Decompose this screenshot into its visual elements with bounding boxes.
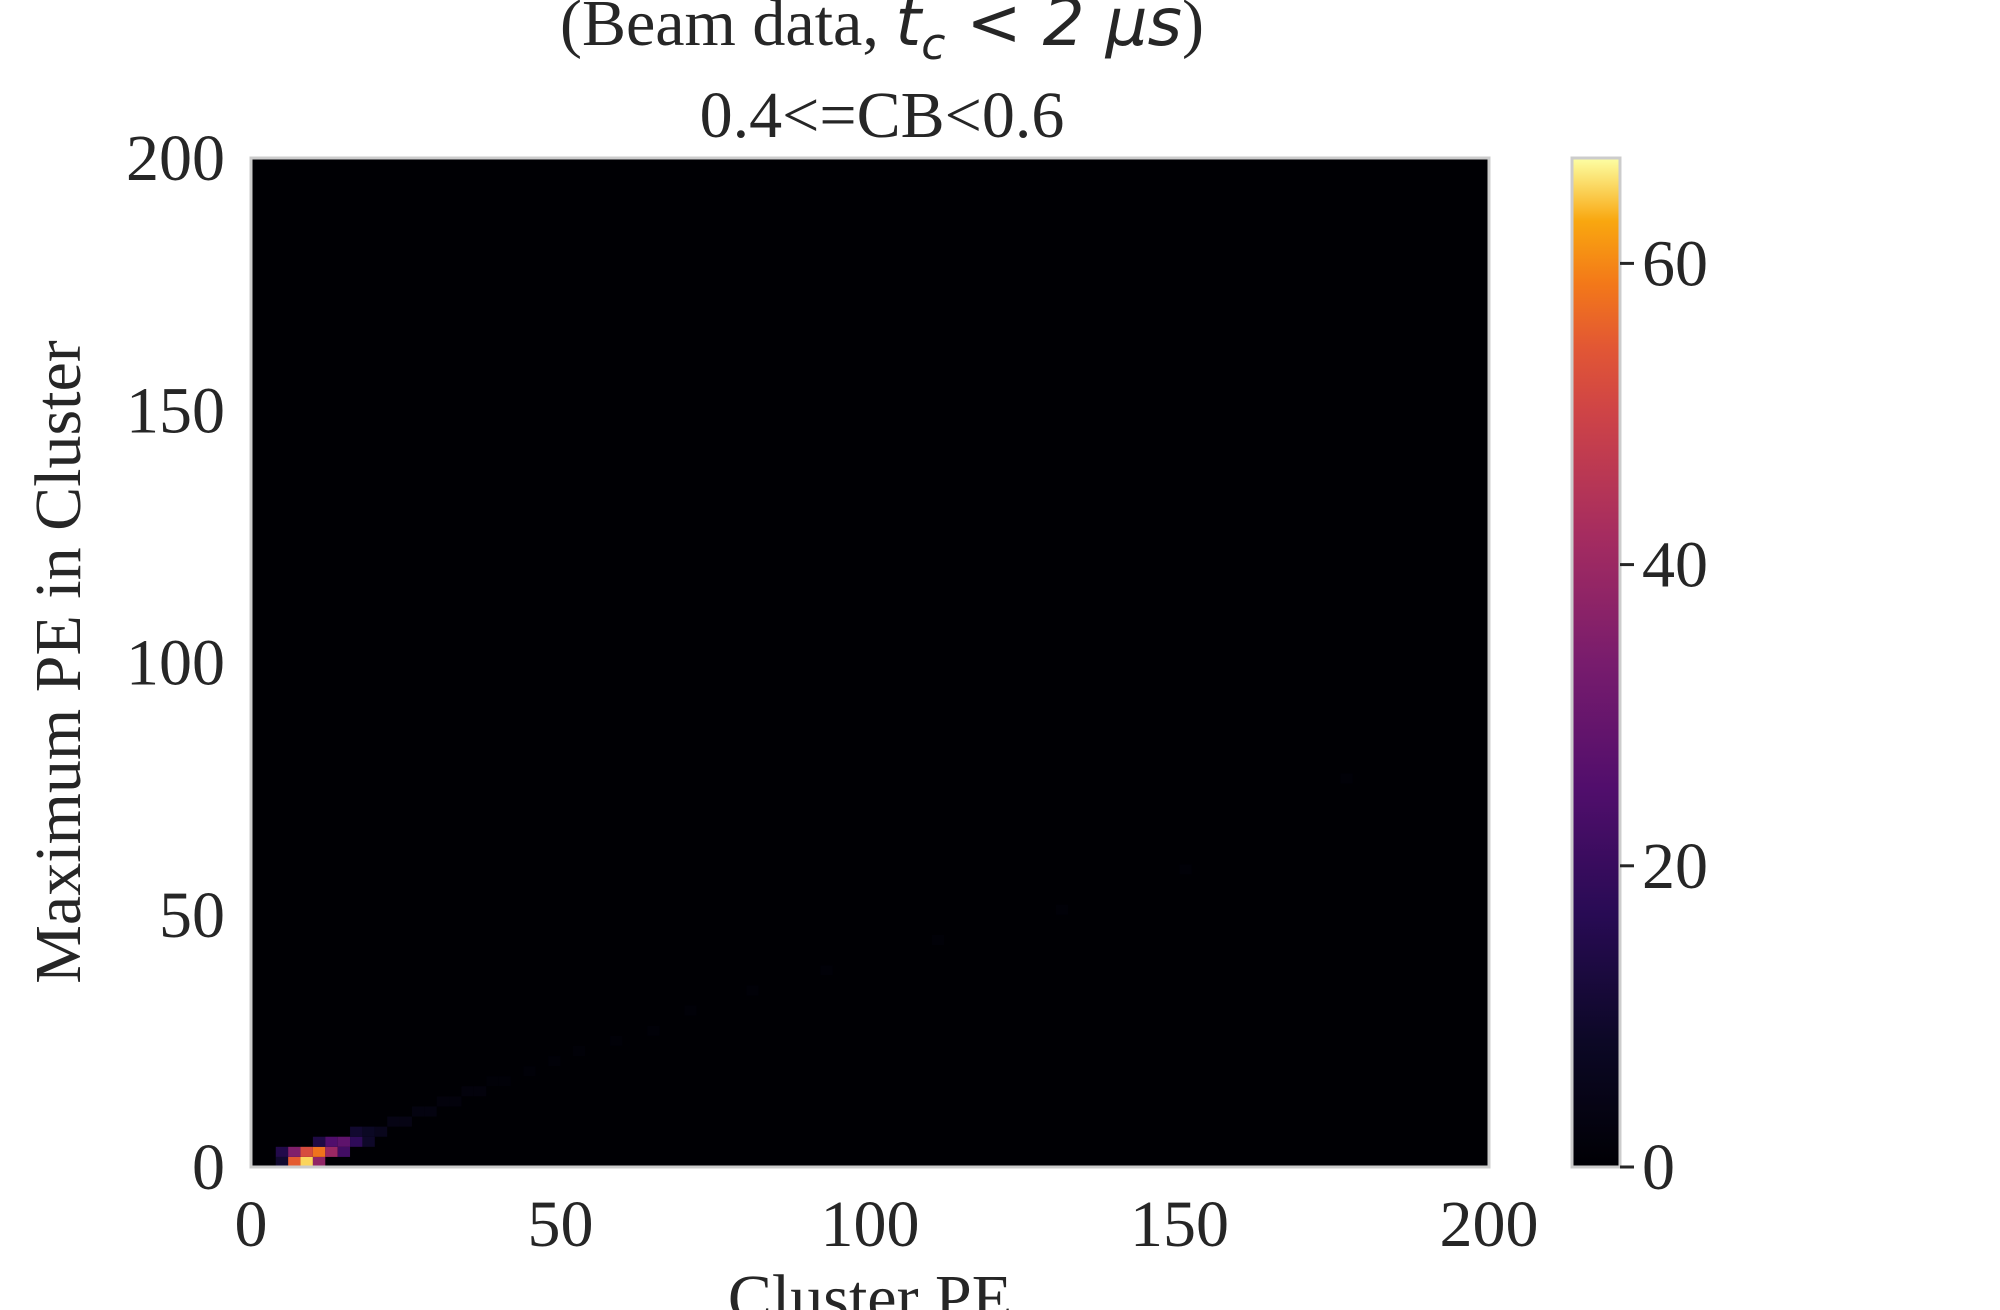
heatmap-bin [337,1146,351,1157]
heatmap-bin [931,934,945,946]
heatmap-bin [288,1146,301,1157]
heatmap-bin [473,1086,487,1097]
colorbar-ticks: 0 20 40 60 [1620,227,1708,1204]
colorbar-gradient [1572,158,1620,1167]
heatmap-bin [684,1005,697,1016]
heatmap-bin [411,1106,425,1117]
heatmap-bin [449,1096,462,1107]
heatmap-bin [1340,773,1353,784]
y-tick-label: 200 [126,122,225,195]
heatmap-bin [424,1106,437,1117]
colorbar-tick-label: 0 [1642,1131,1675,1204]
heatmap-bin [461,1086,474,1097]
heatmap-bin [300,1146,313,1157]
colorbar-tick-label: 20 [1642,830,1708,903]
heatmap-bin [610,1035,623,1046]
heatmap-bin [337,1136,351,1147]
heatmap-bin [300,1156,313,1167]
plot-frame [249,156,1491,1169]
heatmap-bin [387,1116,400,1127]
heatmap-bin [312,1136,326,1147]
heatmap-bin [312,1156,326,1167]
heatmap-bin [275,1156,289,1167]
chart-title-line-1: (Beam data, tc < 2 μs) [560,0,1204,70]
heatmap-bin [746,985,759,996]
x-axis-ticks: 0 50 100 150 200 [235,1188,1539,1261]
chart-title-line-2: 0.4<=CB<0.6 [700,79,1065,152]
heatmap-bin [486,1076,499,1087]
y-tick-label: 0 [192,1131,225,1204]
colorbar-tick-label: 60 [1642,227,1708,300]
heatmap-bin [548,1056,561,1067]
heatmap-bin [362,1136,375,1147]
heatmap-bin [275,1146,289,1157]
heatmap-bin [820,965,833,976]
x-axis-label: Cluster PE [728,1262,1012,1310]
heatmap-bin [1055,904,1069,915]
heatmap-bin [647,1025,660,1036]
y-tick-label: 150 [126,374,225,447]
colorbar-frame [1570,156,1622,1169]
plot-area [251,158,1489,1167]
heatmap-bin [312,1146,326,1157]
x-tick-label: 150 [1130,1188,1229,1261]
x-tick-label: 50 [528,1188,594,1261]
y-tick-label: 100 [126,627,225,700]
chart-title-math-var: t [895,0,923,61]
heatmap-bins [275,773,1353,1167]
heatmap-bin [288,1156,301,1167]
y-axis-label: Maximum PE in Cluster [22,340,95,984]
heatmap-bin [325,1136,338,1147]
heatmap-bin [436,1096,450,1107]
heatmap-bin [498,1076,511,1087]
chart-title-math-sub: c [921,19,945,70]
chart-title-prefix: (Beam data, [560,0,895,60]
x-tick-label: 200 [1440,1188,1539,1261]
heatmap-bin [362,1126,375,1137]
y-axis-ticks: 0 50 100 150 200 [126,122,225,1204]
heatmap-bin [523,1066,536,1077]
heatmap-bin [374,1126,388,1137]
y-tick-label: 50 [159,879,225,952]
heatmap-bin [325,1146,338,1157]
chart-title-close: ) [1182,0,1204,60]
colorbar-tick-label: 40 [1642,529,1708,602]
heatmap-bin [1179,864,1192,875]
heatmap-bin [572,1045,586,1057]
x-tick-label: 100 [821,1188,920,1261]
heatmap-bin [399,1116,412,1127]
heatmap-bin [350,1136,363,1147]
chart-title-math-rest: < 2 μs [945,0,1182,61]
x-tick-label: 0 [235,1188,268,1261]
heatmap-bin [350,1126,363,1137]
